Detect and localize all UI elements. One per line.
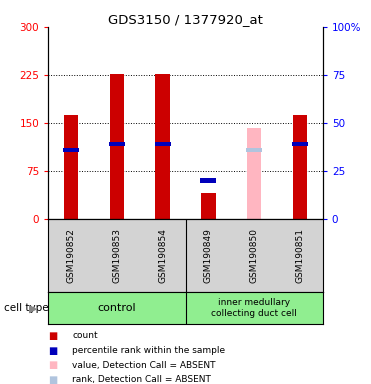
Text: GSM190851: GSM190851 bbox=[295, 228, 304, 283]
Bar bbox=[109, 74, 124, 219]
Text: GSM190853: GSM190853 bbox=[112, 228, 121, 283]
Title: GDS3150 / 1377920_at: GDS3150 / 1377920_at bbox=[108, 13, 263, 26]
Bar bbox=[247, 128, 262, 219]
Text: GSM190850: GSM190850 bbox=[250, 228, 259, 283]
Text: ■: ■ bbox=[48, 346, 58, 356]
Bar bbox=[109, 142, 125, 146]
Text: ■: ■ bbox=[48, 331, 58, 341]
Bar bbox=[246, 147, 262, 152]
Text: ▶: ▶ bbox=[29, 303, 37, 313]
Text: GSM190854: GSM190854 bbox=[158, 228, 167, 283]
Bar bbox=[64, 114, 78, 219]
Text: GSM190849: GSM190849 bbox=[204, 228, 213, 283]
Text: control: control bbox=[98, 303, 136, 313]
Text: ■: ■ bbox=[48, 375, 58, 384]
Bar bbox=[201, 193, 216, 219]
Bar bbox=[293, 114, 307, 219]
Text: value, Detection Call = ABSENT: value, Detection Call = ABSENT bbox=[72, 361, 216, 370]
Bar bbox=[155, 142, 171, 146]
Text: inner medullary
collecting duct cell: inner medullary collecting duct cell bbox=[211, 298, 297, 318]
Text: percentile rank within the sample: percentile rank within the sample bbox=[72, 346, 226, 355]
Bar bbox=[63, 147, 79, 152]
Text: rank, Detection Call = ABSENT: rank, Detection Call = ABSENT bbox=[72, 375, 211, 384]
Text: ■: ■ bbox=[48, 360, 58, 370]
Bar bbox=[292, 142, 308, 146]
Text: GSM190852: GSM190852 bbox=[67, 228, 76, 283]
Bar bbox=[155, 74, 170, 219]
Bar bbox=[200, 178, 216, 183]
Text: cell type: cell type bbox=[4, 303, 48, 313]
Text: count: count bbox=[72, 331, 98, 341]
